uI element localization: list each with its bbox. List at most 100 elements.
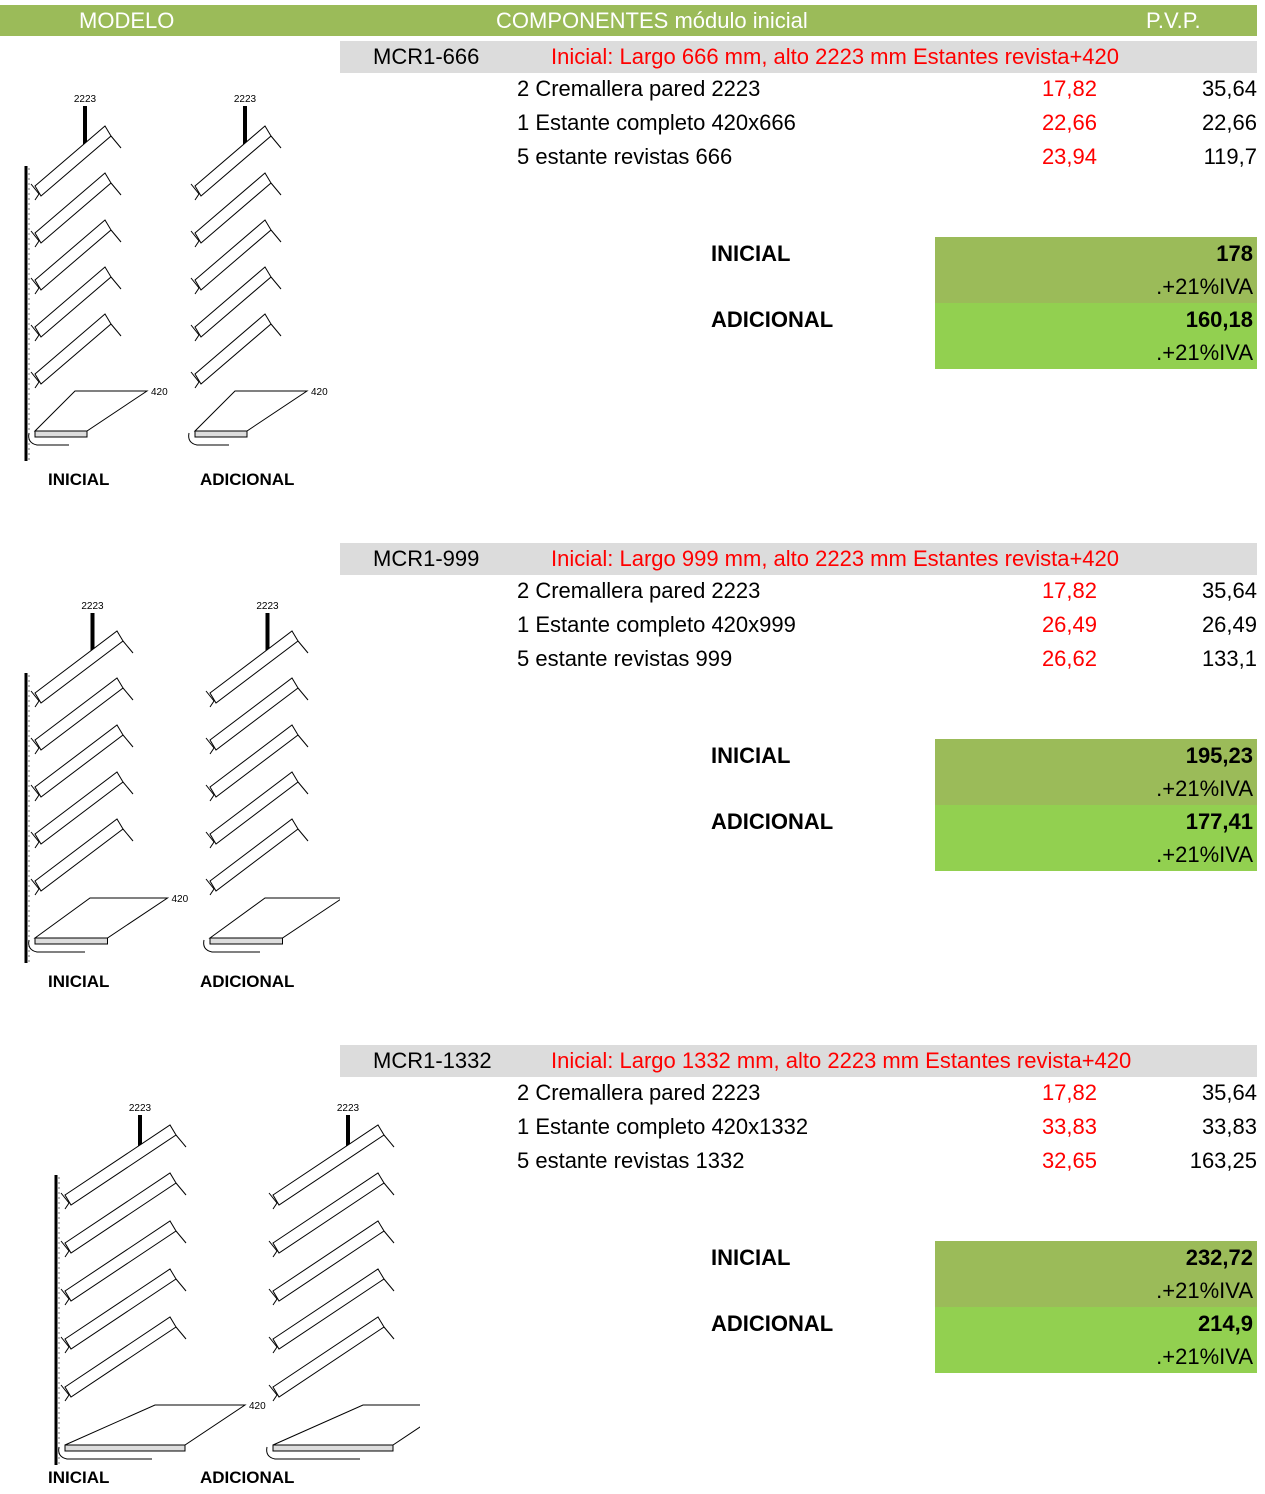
- base-bracket: [203, 939, 260, 953]
- component-name: 5 estante revistas 666: [517, 144, 733, 169]
- shelf-lip: [383, 1134, 395, 1148]
- shelf-lip: [175, 1134, 187, 1148]
- shelf-lip: [122, 687, 134, 701]
- line-total: 35,64: [1201, 578, 1257, 603]
- unit-price: 23,94: [1041, 144, 1097, 169]
- shelf-lip: [110, 135, 122, 149]
- header-bar: MODELO COMPONENTES módulo inicial P.V.P.: [0, 5, 1257, 36]
- shelf-lip: [297, 687, 309, 701]
- base-shelf: [208, 897, 340, 939]
- unit-price: 33,83: [1041, 1114, 1097, 1139]
- base-bracket: [188, 432, 229, 446]
- shelf-bracket: [190, 277, 200, 295]
- base-bracket: [58, 1446, 152, 1460]
- shelf-lip: [175, 1326, 187, 1340]
- inicial-iva-note: .+21%IVA: [1156, 274, 1253, 299]
- adicional-iva-box: .+21%IVA: [935, 838, 1257, 871]
- component-name: 5 estante revistas 999: [517, 646, 733, 671]
- shelf-lip: [383, 1230, 395, 1244]
- product-block-mcr1-666: MCR1-666 Inicial: Largo 666 mm, alto 222…: [0, 41, 1265, 531]
- shelf-lip: [383, 1326, 395, 1340]
- adicional-iva-box: .+21%IVA: [935, 336, 1257, 369]
- component-name: 1 Estante completo 420x1332: [517, 1114, 809, 1139]
- inicial-iva-note: .+21%IVA: [1156, 776, 1253, 801]
- line-total: 35,64: [1201, 1080, 1257, 1105]
- shelf-bracket: [268, 1288, 278, 1306]
- inicial-price: 195,23: [1185, 743, 1253, 768]
- component-row: 1 Estante completo 420x1332 33,83 33,83: [0, 1111, 1265, 1143]
- shelf-lip: [383, 1278, 395, 1292]
- shelf-bracket: [30, 831, 40, 849]
- header-pvp: P.V.P.: [1146, 8, 1201, 33]
- shelf-lip: [270, 182, 282, 196]
- adicional-label: ADICIONAL: [711, 1311, 834, 1336]
- unit-price: 26,49: [1041, 612, 1097, 637]
- base-shelf-front: [34, 937, 108, 945]
- shelf-bracket: [190, 183, 200, 201]
- adicional-label: ADICIONAL: [711, 307, 834, 332]
- shelf-lip: [297, 640, 309, 654]
- component-row: 2 Cremallera pared 2223 17,82 35,64: [0, 73, 1265, 105]
- component-name: 2 Cremallera pared 2223: [517, 76, 761, 101]
- inicial-price-box: 195,23: [935, 739, 1257, 772]
- shelf-unit-inicial-drawing: 2223 420: [24, 601, 189, 963]
- unit-price: 17,82: [1041, 578, 1097, 603]
- inicial-price: 232,72: [1185, 1245, 1253, 1270]
- base-bracket: [28, 432, 69, 446]
- inicial-iva-note: .+21%IVA: [1156, 1278, 1253, 1303]
- shelf-lip: [175, 1230, 187, 1244]
- caption-inicial: INICIAL: [48, 972, 110, 991]
- shelf-bracket: [60, 1288, 70, 1306]
- model-bar: [340, 543, 1257, 575]
- shelf-lip: [270, 323, 282, 337]
- base-shelf: [193, 390, 309, 432]
- component-row: 1 Estante completo 420x666 22,66 22,66: [0, 107, 1265, 139]
- unit-price: 32,65: [1041, 1148, 1097, 1173]
- line-total: 163,25: [1189, 1148, 1257, 1173]
- shelf-lip: [270, 276, 282, 290]
- base-shelf: [272, 1404, 420, 1446]
- inicial-iva-box: .+21%IVA: [935, 772, 1257, 805]
- depth-dimension-label: 420: [151, 387, 168, 398]
- shelf-bracket: [205, 831, 215, 849]
- inicial-label: INICIAL: [711, 1245, 791, 1270]
- component-name: 2 Cremallera pared 2223: [517, 578, 761, 603]
- shelf-bracket: [60, 1384, 70, 1402]
- height-dimension-label: 2223: [129, 1103, 152, 1114]
- shelf-lip: [122, 828, 134, 842]
- shelf-bracket: [205, 878, 215, 896]
- component-row: 1 Estante completo 420x999 26,49 26,49: [0, 609, 1265, 641]
- shelf-bracket: [30, 183, 40, 201]
- adicional-price: 214,9: [1197, 1311, 1253, 1336]
- inicial-label: INICIAL: [711, 241, 791, 266]
- shelf-bracket: [268, 1384, 278, 1402]
- line-total: 26,49: [1201, 612, 1257, 637]
- adicional-price: 177,41: [1185, 809, 1253, 834]
- adicional-price-box: 214,9: [935, 1307, 1257, 1340]
- base-bracket: [266, 1446, 360, 1460]
- shelf-lip: [122, 640, 134, 654]
- model-code: MCR1-999: [373, 546, 480, 571]
- shelf-unit-inicial-drawing: 2223 420: [24, 94, 168, 461]
- shelf-bracket: [60, 1336, 70, 1354]
- unit-price: 26,62: [1041, 646, 1097, 671]
- unit-price: 17,82: [1041, 76, 1097, 101]
- shelf-bracket: [30, 230, 40, 248]
- height-dimension-label: 2223: [234, 94, 257, 105]
- model-description: Inicial: Largo 666 mm, alto 2223 mm Esta…: [551, 44, 1120, 69]
- shelf-bracket: [205, 784, 215, 802]
- shelf-unit-inicial-drawing: 2223 420: [54, 1103, 266, 1465]
- header-modelo: MODELO: [79, 8, 175, 33]
- height-dimension-label: 2223: [337, 1103, 360, 1114]
- shelf-bracket: [30, 878, 40, 896]
- line-total: 119,7: [1203, 144, 1257, 169]
- adicional-iva-note: .+21%IVA: [1156, 1344, 1253, 1369]
- shelf-bracket: [30, 690, 40, 708]
- inicial-price-box: 232,72: [935, 1241, 1257, 1274]
- shelf-lip: [110, 276, 122, 290]
- unit-price: 17,82: [1041, 1080, 1097, 1105]
- component-name: 1 Estante completo 420x666: [517, 110, 796, 135]
